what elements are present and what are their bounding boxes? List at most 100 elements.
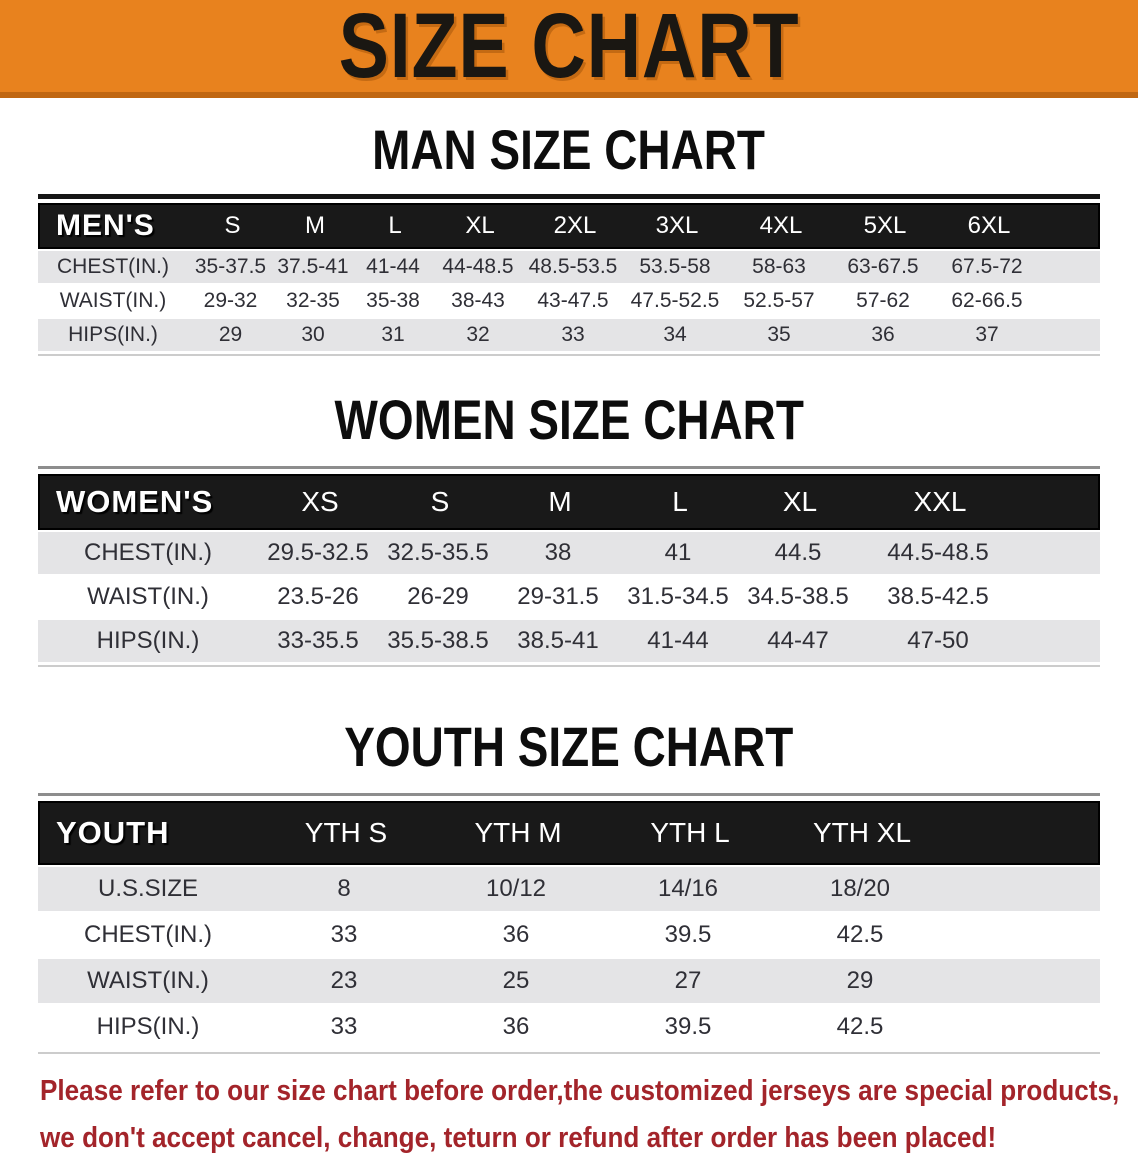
measurement-value: 30 xyxy=(301,323,325,346)
measurement-row: CHEST(IN.) 35-37.5 37.5-41 41-44 44-48.5 48.5… xyxy=(38,251,1100,283)
measurement-value: 41 xyxy=(664,539,692,566)
measurement-label: U.S.SIZE xyxy=(97,875,199,902)
women-size-chart-heading-text: WOMEN SIZE CHART xyxy=(334,388,804,451)
table-top-rule xyxy=(38,466,1100,469)
size-column-header: YTH M xyxy=(474,817,562,848)
measurement-value: 32 xyxy=(466,323,490,346)
measurement-value: 35 xyxy=(767,323,791,346)
measurement-label: HIPS(IN.) xyxy=(96,627,200,654)
measurement-value: 57-62 xyxy=(856,289,910,312)
measurement-value: 35-37.5 xyxy=(194,255,267,278)
measurement-value: 36 xyxy=(502,1013,530,1040)
measurement-value: 38 xyxy=(544,539,572,566)
measurement-label: HIPS(IN.) xyxy=(96,1013,200,1040)
measurement-value: 32.5-35.5 xyxy=(387,539,489,566)
measurement-label: CHEST(IN.) xyxy=(57,255,169,278)
banner-title: SIZE CHART xyxy=(338,0,800,97)
size-column-header: 2XL xyxy=(553,212,597,239)
measurement-value: 36 xyxy=(502,921,530,948)
measurement-value: 39.5 xyxy=(664,1013,712,1040)
measurement-value: 41-44 xyxy=(366,255,420,278)
youth-size-table: YOUTH YTH S YTH M YTH L YTH XL U.S.SIZE 8 10/1… xyxy=(38,793,1100,1054)
measurement-value: 18/20 xyxy=(829,875,891,902)
measurement-value: 58-63 xyxy=(752,255,806,278)
measurement-value: 26-29 xyxy=(407,583,469,610)
disclaimer-line-1: Please refer to our size chart before or… xyxy=(40,1075,1120,1107)
order-disclaimer: Please refer to our size chart before or… xyxy=(40,1068,1138,1162)
measurement-value: 39.5 xyxy=(664,921,712,948)
measurement-row: WAIST(IN.) 29-32 32-35 35-38 38-43 43-47.5 47.… xyxy=(38,285,1100,317)
size-column-header: YTH L xyxy=(650,817,730,848)
size-column-header: YTH S xyxy=(304,817,388,848)
measurement-value: 29 xyxy=(846,967,874,994)
women-size-chart-heading: WOMEN SIZE CHART xyxy=(0,392,1138,448)
size-column-header: XS xyxy=(301,486,339,517)
measurement-value: 42.5 xyxy=(836,1013,884,1040)
size-column-header: S xyxy=(430,486,450,517)
measurement-row: HIPS(IN.) 29 30 31 32 33 34 35 36 37 xyxy=(38,319,1100,351)
measurement-value: 38.5-41 xyxy=(517,627,599,654)
measurement-label: WAIST(IN.) xyxy=(87,967,209,994)
measurement-value: 33 xyxy=(330,1013,358,1040)
measurement-value: 38.5-42.5 xyxy=(887,583,989,610)
womens-table-header-row: WOMEN'S XS S M L XL XXL xyxy=(38,474,1100,530)
measurement-value: 35.5-38.5 xyxy=(387,627,489,654)
measurement-value: 44.5-48.5 xyxy=(887,539,989,566)
man-size-chart-heading-text: MAN SIZE CHART xyxy=(372,118,766,181)
measurement-value: 23.5-26 xyxy=(277,583,359,610)
youth-size-chart-heading-text: YOUTH SIZE CHART xyxy=(344,715,794,778)
measurement-value: 8 xyxy=(337,875,351,902)
womens-table-body: CHEST(IN.) 29.5-32.5 32.5-35.5 38 41 44.5 44.5… xyxy=(38,532,1100,662)
size-column-header: 4XL xyxy=(759,212,803,239)
measurement-label: CHEST(IN.) xyxy=(84,539,212,566)
measurement-value: 37 xyxy=(975,323,999,346)
measurement-value: 53.5-58 xyxy=(639,255,711,278)
size-column-header: XL xyxy=(465,212,495,239)
youth-size-chart-heading: YOUTH SIZE CHART xyxy=(0,719,1138,775)
measurement-value: 34 xyxy=(663,323,687,346)
womens-size-table: WOMEN'S XS S M L XL XXL CHEST(IN.) 29.5-32.5 32.… xyxy=(38,466,1100,667)
table-group-label: WOMEN'S xyxy=(56,484,214,519)
measurement-row: WAIST(IN.) 23.5-26 26-29 29-31.5 31.5-34.5 34… xyxy=(38,576,1100,618)
measurement-value: 29 xyxy=(218,323,243,346)
size-column-header: XXL xyxy=(913,486,967,517)
measurement-value: 42.5 xyxy=(836,921,884,948)
size-column-header: 6XL xyxy=(967,212,1011,239)
measurement-label: HIPS(IN.) xyxy=(68,323,158,346)
measurement-value: 44-47 xyxy=(767,627,829,654)
measurement-value: 63-67.5 xyxy=(847,255,919,278)
size-column-header: L xyxy=(388,212,402,239)
size-column-header: M xyxy=(305,212,325,239)
measurement-value: 27 xyxy=(674,967,702,994)
measurement-value: 29-32 xyxy=(203,289,258,312)
measurement-value: 33-35.5 xyxy=(277,627,359,654)
table-bottom-rule xyxy=(38,665,1100,667)
table-top-rule xyxy=(38,194,1100,199)
measurement-value: 33 xyxy=(330,921,358,948)
measurement-value: 62-66.5 xyxy=(951,289,1023,312)
measurement-label: WAIST(IN.) xyxy=(59,289,167,312)
measurement-value: 23 xyxy=(330,967,358,994)
measurement-value: 29.5-32.5 xyxy=(267,539,369,566)
mens-size-table: MEN'S S M L XL 2XL 3XL 4XL 5XL 6XL CHEST(IN.) 35-3… xyxy=(38,194,1100,356)
measurement-value: 44.5 xyxy=(774,539,822,566)
measurement-value: 35-38 xyxy=(366,289,420,312)
measurement-value: 34.5-38.5 xyxy=(747,583,849,610)
measurement-value: 25 xyxy=(502,967,530,994)
size-column-header: L xyxy=(672,486,688,517)
measurement-value: 48.5-53.5 xyxy=(528,255,618,278)
measurement-value: 14/16 xyxy=(657,875,719,902)
youth-table-header-row: YOUTH YTH S YTH M YTH L YTH XL xyxy=(38,801,1100,865)
size-column-header: S xyxy=(224,212,241,239)
mens-table-header-row: MEN'S S M L XL 2XL 3XL 4XL 5XL 6XL xyxy=(38,203,1100,249)
table-top-rule xyxy=(38,793,1100,796)
size-column-header: 5XL xyxy=(863,212,907,239)
disclaimer-line-2: we don't accept cancel, change, teturn o… xyxy=(40,1122,997,1154)
table-group-label: MEN'S xyxy=(56,209,155,242)
size-chart-banner: SIZE CHART xyxy=(0,0,1138,98)
measurement-value: 10/12 xyxy=(485,875,547,902)
measurement-value: 29-31.5 xyxy=(517,583,599,610)
youth-table-body: U.S.SIZE 8 10/12 14/16 18/20 CHEST(IN.) 33 36 39… xyxy=(38,867,1100,1049)
measurement-value: 31.5-34.5 xyxy=(627,583,729,610)
size-column-header: M xyxy=(548,486,572,517)
